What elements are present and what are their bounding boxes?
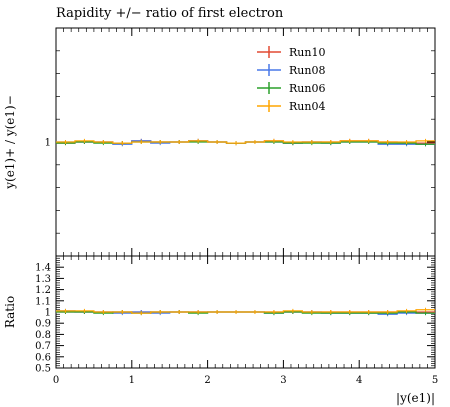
legend: Run10 Run08 Run06 Run04 [257,46,325,113]
ratio-ylabel: Ratio [3,296,17,328]
legend-label-run04: Run04 [289,100,325,113]
ratio-xtick-label-5: 5 [432,375,438,386]
ratio-series-line-run04 [56,309,435,314]
main-panel: 1 [45,27,436,257]
main-series [56,138,435,147]
ratio-xtick-label-4: 4 [356,375,362,386]
ratio-series [56,307,435,317]
ratio-ytick-label-3: 0.8 [35,330,51,341]
ratio-ytick-label-9: 1.4 [35,263,51,274]
x-axis-label: |y(e1)| [396,391,435,405]
legend-label-run06: Run06 [289,82,325,95]
ratio-panel: 0.50.60.70.80.911.11.21.31.40 1 2 3 4 5 [35,255,438,386]
chart-title: Rapidity +/− ratio of first electron [56,6,284,21]
main-ticks: 1 [45,27,436,257]
ratio-ytick-label-5: 1 [45,308,51,319]
ratio-ytick-label-4: 0.9 [35,319,51,330]
legend-label-run10: Run10 [289,46,325,59]
ratio-xtick-label-0: 0 [53,375,59,386]
main-ylabel: y(e1)+ / y(e1)− [3,95,17,190]
ratio-ytick-label-6: 1.1 [35,296,51,307]
ratio-ytick-label-0: 0.5 [35,364,51,375]
ratio-ytick-label-7: 1.2 [35,285,51,296]
legend-label-run08: Run08 [289,64,325,77]
ratio-ytick-label-8: 1.3 [35,274,51,285]
ratio-xtick-label-2: 2 [204,375,210,386]
ratio-xtick-label-3: 3 [280,375,286,386]
ratio-ytick-label-2: 0.7 [35,341,51,352]
main-ytick-label-0: 1 [45,138,51,149]
ratio-ticks: 0.50.60.70.80.911.11.21.31.40 1 2 3 4 5 [35,255,438,386]
ratio-ytick-label-1: 0.6 [35,352,51,363]
ratio-xtick-label-1: 1 [129,375,135,386]
